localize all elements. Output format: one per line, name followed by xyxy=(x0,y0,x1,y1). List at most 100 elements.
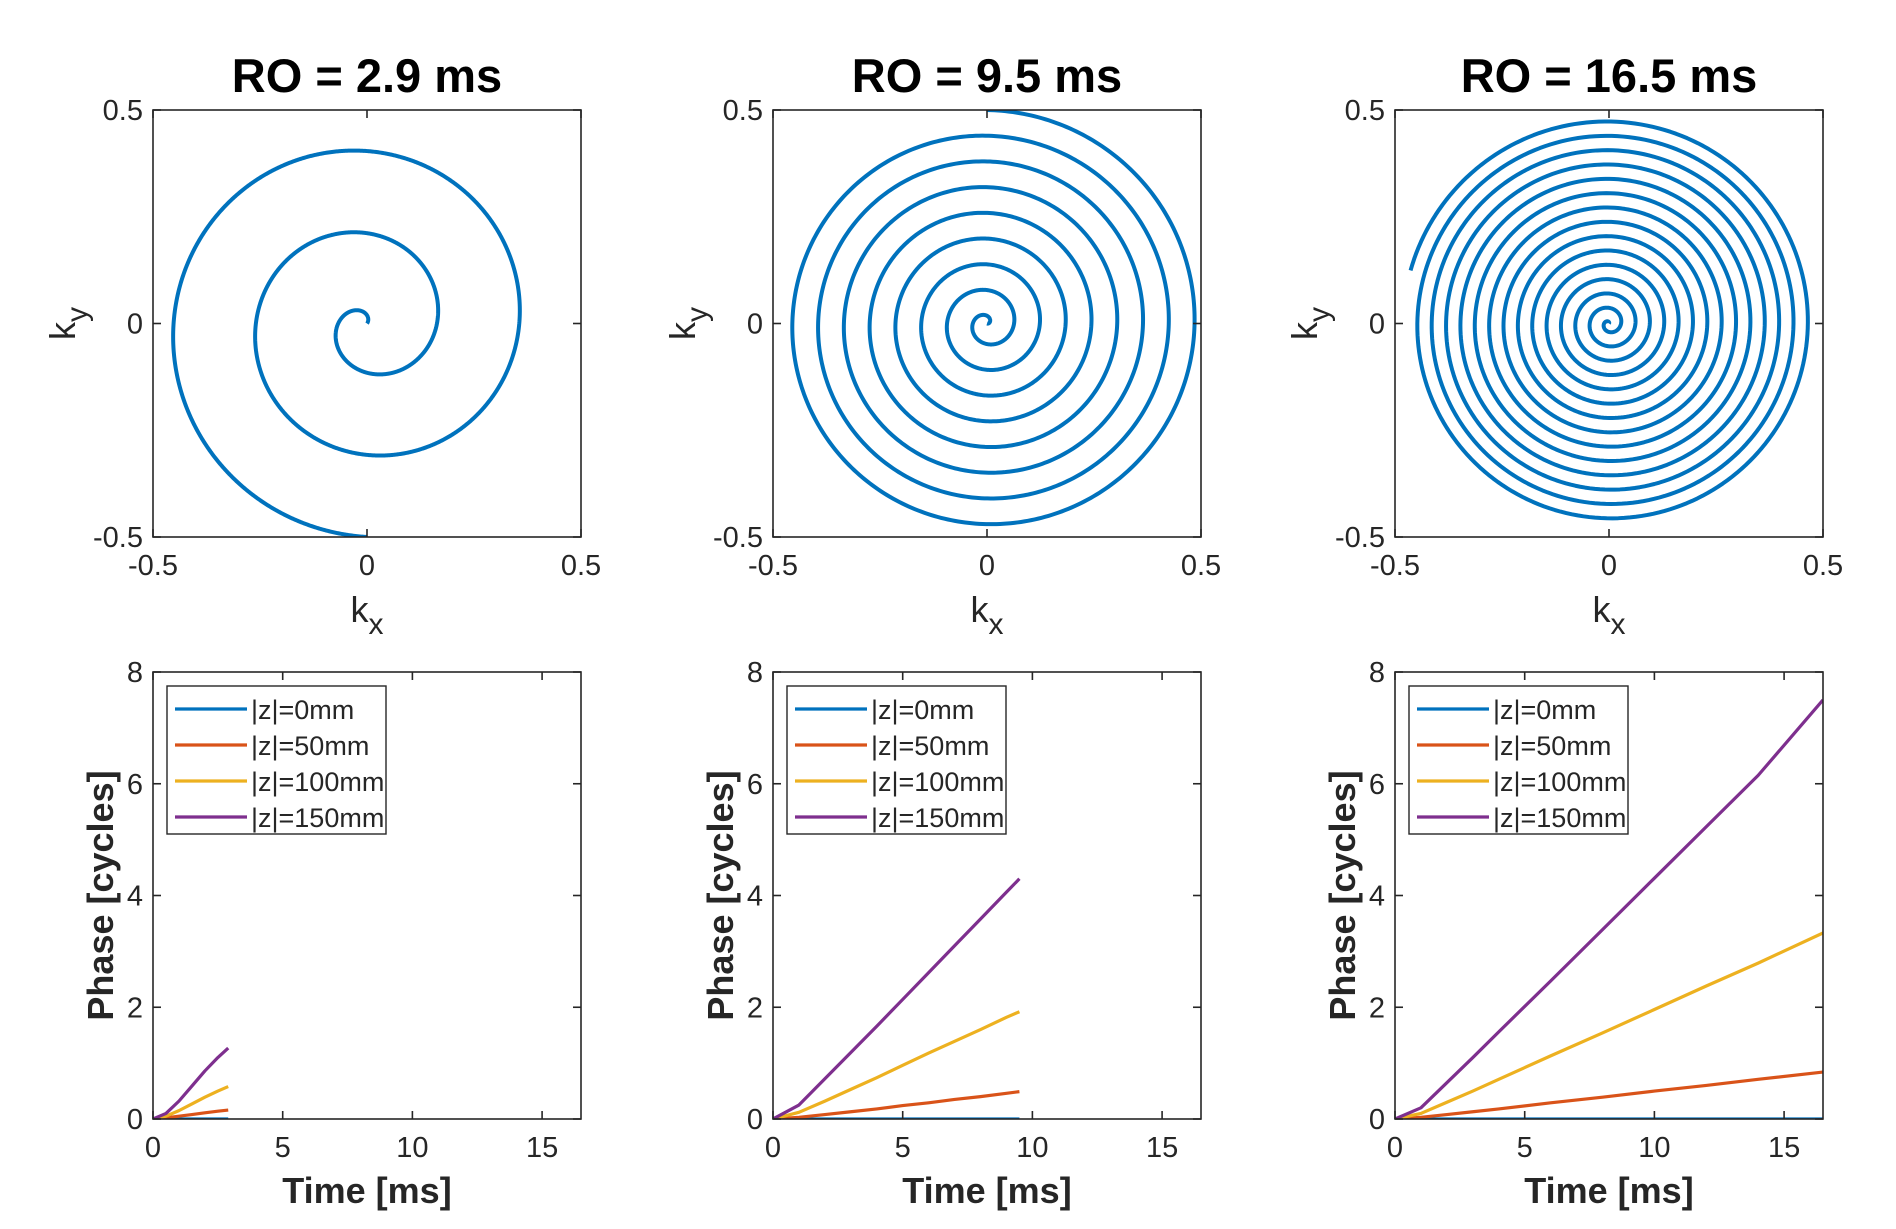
x-axis-label: Time [ms] xyxy=(282,1170,451,1211)
x-axis-label-sub: x xyxy=(369,608,384,641)
y-tick-label: 0 xyxy=(127,1104,143,1136)
phase-panel-3: 0 5 10 15 0 2 4 6 8 Time [ms] Phase [cycles] |z|=0m… xyxy=(1322,657,1824,1211)
x-tick-label: 0 xyxy=(359,550,375,582)
x-tick-label: 15 xyxy=(1768,1132,1800,1164)
legend-entry: |z|=0mm xyxy=(871,695,974,725)
x-tick-label: -0.5 xyxy=(748,550,798,582)
legend-entry: |z|=0mm xyxy=(1493,695,1596,725)
x-tick-label: 0.5 xyxy=(1803,550,1843,582)
legend: |z|=0mm |z|=50mm |z|=100mm |z|=150mm xyxy=(166,685,387,835)
y-tick-label: 2 xyxy=(1369,992,1385,1024)
x-tick-label: 5 xyxy=(275,1132,291,1164)
y-axis-label: ky xyxy=(42,307,94,340)
x-tick-label: 0 xyxy=(1601,550,1617,582)
x-axis-label: kx xyxy=(971,589,1004,641)
phase-panel-2: 0 5 10 15 0 2 4 6 8 Time [ms] Phase [cycles] |z|=0m… xyxy=(700,657,1202,1211)
series-line xyxy=(153,1046,230,1119)
y-tick-label: 8 xyxy=(747,657,763,689)
legend-entry: |z|=0mm xyxy=(251,695,354,725)
y-tick-label: 0 xyxy=(1369,1104,1385,1136)
x-axis-label-sub: x xyxy=(989,608,1004,641)
x-axis-label: kx xyxy=(351,589,384,641)
y-axis-label-main: k xyxy=(1284,321,1325,340)
x-axis-label-main: k xyxy=(1593,589,1612,630)
series-line xyxy=(1395,698,1823,1119)
y-axis-label-sub: y xyxy=(681,307,714,322)
series-line xyxy=(773,877,1021,1119)
y-axis-label: ky xyxy=(662,307,714,340)
x-axis-label-sub: x xyxy=(1611,608,1626,641)
x-tick-label: 0 xyxy=(979,550,995,582)
kspace-trajectory xyxy=(171,148,522,537)
x-tick-label: 0.5 xyxy=(561,550,601,582)
x-axis-label: Time [ms] xyxy=(902,1170,1071,1211)
x-tick-label: 10 xyxy=(396,1132,428,1164)
x-axis-label: Time [ms] xyxy=(1524,1170,1693,1211)
y-tick-label: 4 xyxy=(127,881,143,913)
y-tick-label: -0.5 xyxy=(713,522,763,554)
panel-title: RO = 2.9 ms xyxy=(232,49,502,102)
x-tick-label: 5 xyxy=(895,1132,911,1164)
series-line xyxy=(153,1085,229,1119)
x-axis-label: kx xyxy=(1593,589,1626,641)
y-tick-label: 8 xyxy=(1369,657,1385,689)
y-tick-label: -0.5 xyxy=(93,522,143,554)
y-axis-label-sub: y xyxy=(61,307,94,322)
y-axis-label-sub: y xyxy=(1303,307,1336,322)
y-tick-label: 8 xyxy=(127,657,143,689)
y-tick-label: 4 xyxy=(747,881,763,913)
legend: |z|=0mm |z|=50mm |z|=100mm |z|=150mm xyxy=(786,685,1007,835)
legend-entry: |z|=150mm xyxy=(1493,803,1626,833)
x-tick-label: 0 xyxy=(145,1132,161,1164)
y-tick-label: 2 xyxy=(127,992,143,1024)
legend-entry: |z|=50mm xyxy=(871,731,989,761)
y-axis-label: Phase [cycles] xyxy=(1322,770,1363,1020)
legend-entry: |z|=50mm xyxy=(251,731,369,761)
kspace-trajectory xyxy=(790,110,1197,527)
legend-box xyxy=(786,685,1007,835)
series-line xyxy=(1395,931,1823,1119)
legend-entry: |z|=100mm xyxy=(871,767,1004,797)
y-tick-label: 2 xyxy=(747,992,763,1024)
x-tick-label: 10 xyxy=(1638,1132,1670,1164)
x-tick-label: 0.5 xyxy=(1181,550,1221,582)
y-axis-label: Phase [cycles] xyxy=(700,770,741,1020)
legend-entry: |z|=50mm xyxy=(1493,731,1611,761)
legend-box xyxy=(1408,685,1629,835)
x-tick-label: 15 xyxy=(526,1132,558,1164)
series-line xyxy=(153,1108,229,1119)
y-tick-label: 0.5 xyxy=(103,95,143,127)
legend-entry: |z|=100mm xyxy=(251,767,384,797)
x-axis-label-main: k xyxy=(971,589,990,630)
legend-entry: |z|=150mm xyxy=(251,803,384,833)
y-tick-label: 0 xyxy=(1369,309,1385,341)
x-tick-label: 0 xyxy=(765,1132,781,1164)
series-line xyxy=(773,1090,1020,1119)
panel-title: RO = 9.5 ms xyxy=(852,49,1122,102)
y-tick-label: 6 xyxy=(747,769,763,801)
y-tick-label: 0 xyxy=(127,309,143,341)
panel-title: RO = 16.5 ms xyxy=(1461,49,1758,102)
y-axis-label-main: k xyxy=(42,321,83,340)
kspace-trajectory xyxy=(1408,119,1810,521)
x-tick-label: 10 xyxy=(1016,1132,1048,1164)
x-axis-label-main: k xyxy=(351,589,370,630)
x-tick-label: 0 xyxy=(1387,1132,1403,1164)
y-tick-label: 6 xyxy=(127,769,143,801)
y-tick-label: 0.5 xyxy=(1345,95,1385,127)
y-tick-label: 0 xyxy=(747,1104,763,1136)
legend: |z|=0mm |z|=50mm |z|=100mm |z|=150mm xyxy=(1408,685,1629,835)
y-tick-label: 6 xyxy=(1369,769,1385,801)
phase-panel-1: 0 5 10 15 0 2 4 6 8 Time [ms] Phase [cycles] |z|=0m… xyxy=(80,657,582,1211)
x-tick-label: 5 xyxy=(1517,1132,1533,1164)
y-tick-label: 0 xyxy=(747,309,763,341)
series-line xyxy=(773,1010,1021,1119)
y-tick-label: -0.5 xyxy=(1335,522,1385,554)
y-tick-label: 0.5 xyxy=(723,95,763,127)
legend-entry: |z|=150mm xyxy=(871,803,1004,833)
x-tick-label: -0.5 xyxy=(128,550,178,582)
y-tick-label: 4 xyxy=(1369,881,1385,913)
